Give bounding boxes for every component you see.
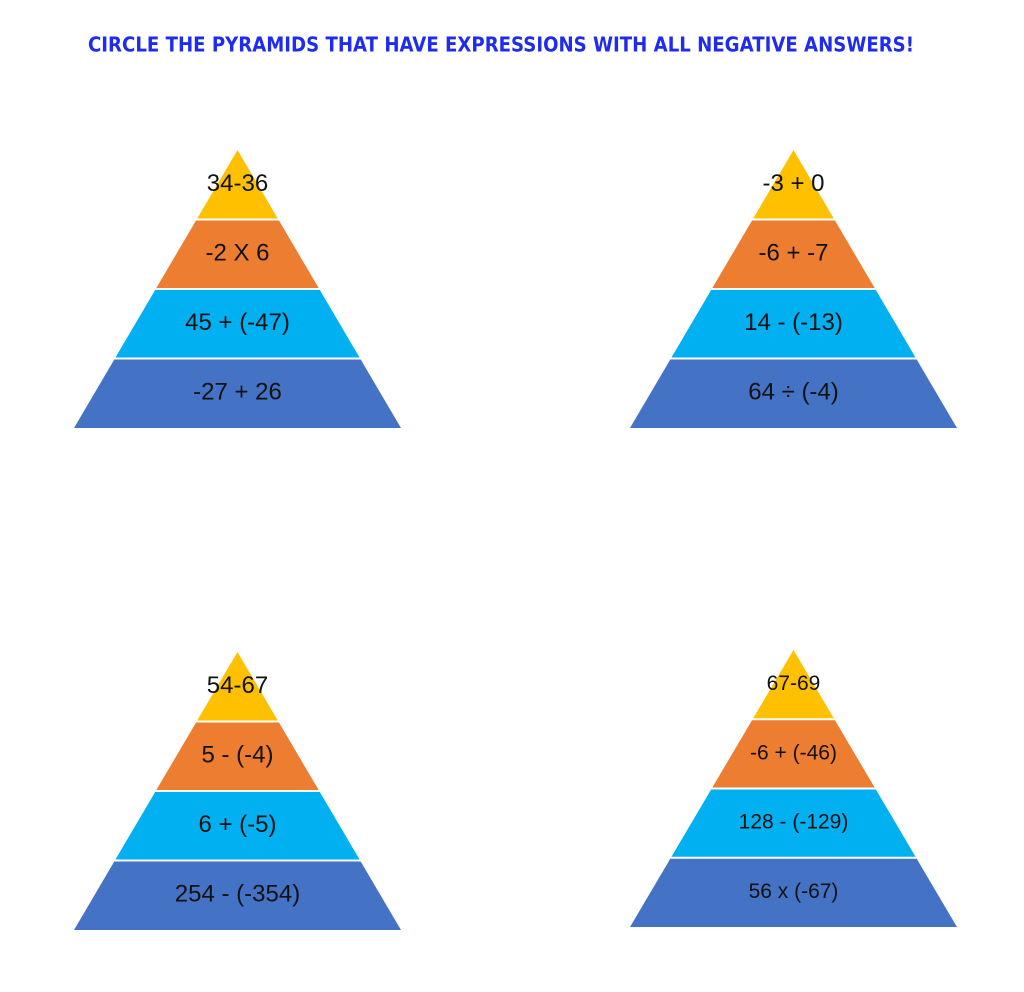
level-expression: 128 - (-129): [739, 811, 849, 834]
pyramid: 54-67 5 - (-4) 6 + (-5) 254 - (-354): [74, 652, 401, 930]
level-expression: 56 x (-67): [749, 880, 839, 903]
pyramid-level: [671, 789, 916, 857]
pyramid-level: [156, 722, 319, 790]
level-expression: 254 - (-354): [175, 881, 300, 908]
pyramid-level: [630, 359, 957, 428]
level-expression: 64 ÷ (-4): [748, 379, 839, 406]
level-expression: -3 + 0: [762, 170, 824, 197]
level-expression: 45 + (-47): [185, 309, 290, 336]
pyramid-level: [197, 150, 278, 219]
pyramid-level: [712, 220, 875, 288]
pyramid-level: [74, 861, 401, 930]
pyramid-level: [156, 220, 319, 288]
level-expression: 34-36: [207, 170, 268, 197]
level-expression: -27 + 26: [193, 379, 282, 406]
level-expression: 5 - (-4): [202, 742, 274, 769]
level-expression: 54-67: [207, 672, 268, 699]
level-expression: -6 + -7: [758, 240, 828, 267]
pyramid-level: [197, 652, 278, 721]
level-expression: -2 X 6: [205, 240, 269, 267]
pyramid-level: [115, 792, 360, 860]
pyramid-level: [630, 858, 957, 927]
pyramid-level: [671, 290, 916, 358]
pyramid: -3 + 0 -6 + -7 14 - (-13) 64 ÷ (-4): [630, 150, 957, 428]
pyramid-level: [115, 290, 360, 358]
pyramid: 34-36 -2 X 6 45 + (-47) -27 + 26: [74, 150, 401, 428]
pyramid-level: [753, 650, 834, 719]
level-expression: 67-69: [767, 672, 821, 695]
pyramid: 67-69 -6 + (-46) 128 - (-129) 56 x (-67): [630, 650, 957, 927]
pyramid-level: [753, 150, 834, 219]
pyramid-level: [712, 720, 875, 788]
pyramid-level: [74, 359, 401, 428]
level-expression: -6 + (-46): [750, 741, 837, 764]
level-expression: 6 + (-5): [198, 811, 276, 838]
worksheet-title: CIRCLE THE PYRAMIDS THAT HAVE EXPRESSION…: [88, 33, 914, 57]
level-expression: 14 - (-13): [744, 309, 843, 336]
